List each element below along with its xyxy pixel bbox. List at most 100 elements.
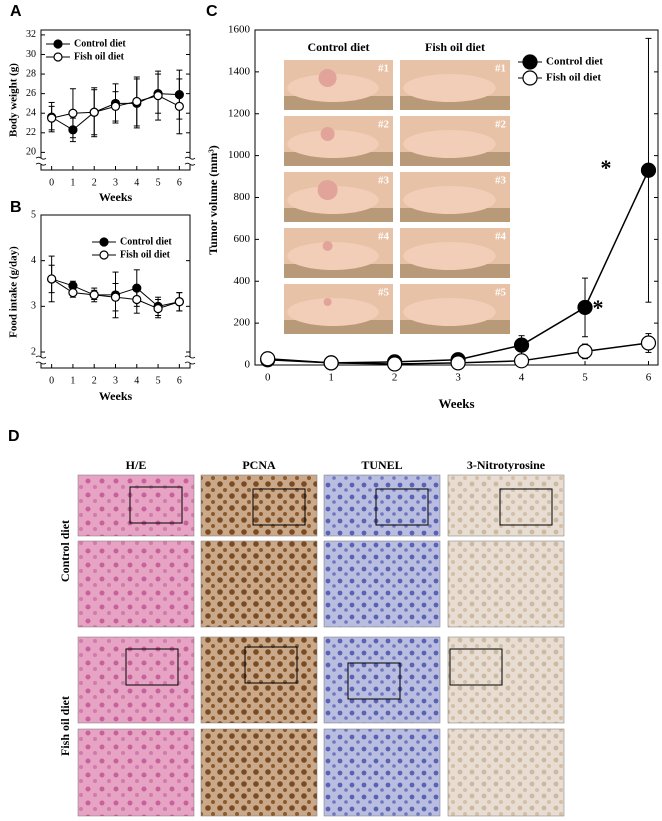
histology-image [447,636,565,724]
x-tick-label: 6 [177,177,182,188]
y-axis-label: Tumor volume (mm³) [206,145,220,255]
photo-id: #2 [495,119,507,131]
mouse-body [287,74,379,102]
axis-break-gap [185,158,195,165]
y-tick-label: 200 [234,317,251,329]
histology-image [77,636,195,724]
mouse-body [403,298,496,326]
histology-image [200,540,318,628]
mouse-body [287,130,379,158]
zoom-box [244,646,298,684]
y-tick-label: 600 [234,233,251,245]
photo-id: #5 [495,287,507,299]
axis-break-gap [185,357,195,364]
legend-label: Fish oil diet [120,249,171,260]
histology-image [323,540,441,628]
axis-break-gap [36,158,46,165]
zoom-box [499,488,553,526]
significance-mark: * [601,155,612,180]
data-point [132,283,142,293]
x-tick-label: 3 [113,375,118,386]
data-point [640,335,657,351]
data-point [68,125,78,135]
legend-marker [99,250,109,260]
data-point [640,162,657,178]
mouse-body [403,242,496,270]
y-tick-label: 800 [234,191,251,203]
x-tick-label: 4 [134,177,139,188]
photo-id: #3 [495,175,507,187]
x-tick-label: 0 [49,375,54,386]
tumor [320,127,335,141]
data-point [89,290,99,300]
tumor [323,298,332,306]
y-tick-label: 22 [26,127,36,138]
photo-column-title: Fish oil diet [425,40,485,54]
photo-id: #1 [495,63,506,75]
mouse-body [287,298,379,326]
y-tick-label: 400 [234,275,251,287]
panel-label: C [206,3,218,20]
photo-id: #4 [495,231,507,243]
histology-image [447,474,565,537]
y-tick-label: 32 [26,29,36,40]
x-tick-label: 1 [70,177,75,188]
photo-id: #3 [378,175,390,187]
x-tick-label: 0 [49,177,54,188]
x-tick-label: 1 [70,375,75,386]
y-tick-label: 5 [31,209,36,220]
histology-image [77,728,195,817]
legend-marker [99,237,109,247]
x-axis-label: Weeks [438,396,474,411]
histology-image [200,474,318,537]
y-tick-label: 28 [26,68,36,79]
mouse-body [403,74,496,102]
data-point [174,297,184,307]
data-point [513,353,530,369]
mouse-body [403,186,496,214]
histology-row-label: Control diet [58,520,72,582]
tumor [318,69,337,87]
y-axis-label: Food intake (g/day) [8,246,20,338]
x-tick-label: 2 [392,372,398,384]
legend-label: Control diet [74,38,126,49]
mouse-body [287,242,379,270]
zoom-box [347,662,401,700]
histology-row-label: Fish oil diet [58,696,72,756]
panel-label: D [8,428,20,445]
histology-image [323,636,441,724]
data-point [110,292,121,302]
legend-label: Control diet [120,236,172,247]
data-point [132,96,142,107]
data-point [260,351,276,367]
mouse-body [403,130,496,158]
photo-id: #2 [378,119,390,131]
x-tick-label: 6 [646,372,652,384]
y-tick-label: 2 [31,346,36,357]
data-point [68,108,78,118]
histology-column-title: 3-Nitrotyrosine [467,458,546,472]
data-point [68,288,78,298]
x-tick-label: 5 [582,372,588,384]
data-point [132,294,142,305]
significance-mark: * [593,295,604,320]
zoom-box [125,648,179,686]
x-tick-label: 3 [455,372,461,384]
x-tick-label: 5 [156,375,161,386]
legend-label: Control diet [546,56,603,68]
data-point [174,101,184,111]
histology-column-title: TUNEL [361,458,402,472]
axis-break [35,355,47,365]
photo-id: #1 [378,63,389,75]
axis-break [184,156,196,166]
legend-marker [522,54,538,70]
data-point [450,355,466,371]
x-tick-label: 2 [92,177,97,188]
data-point [153,304,163,314]
photo-column-title: Control diet [307,40,369,54]
data-point [47,274,57,284]
axis-break [35,156,47,166]
legend-label: Fish oil diet [546,72,601,84]
histology-image [447,540,565,628]
